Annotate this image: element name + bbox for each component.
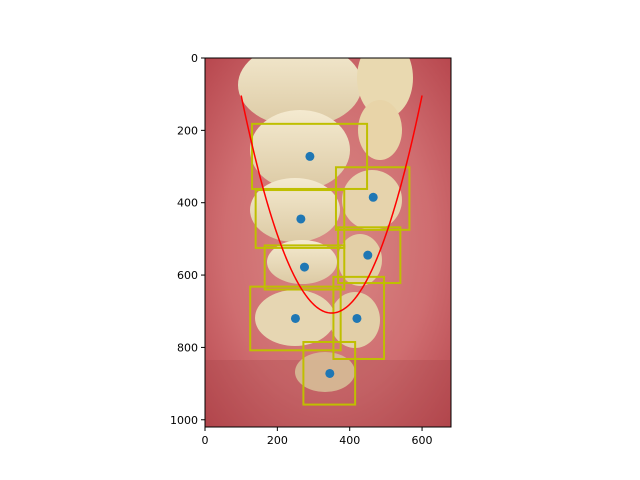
y-tick-label: 400: [177, 197, 198, 210]
data-point-8: [325, 368, 335, 378]
bounding-box-6: [249, 285, 342, 352]
x-tick-label: 200: [267, 434, 288, 447]
axes-frame: [204, 57, 452, 428]
x-tick-label: 0: [202, 434, 209, 447]
data-point-5: [299, 262, 309, 272]
y-tick-label: 200: [177, 124, 198, 137]
y-tick-label: 1000: [170, 414, 198, 427]
bounding-box-2: [334, 166, 411, 231]
data-point-6: [290, 313, 300, 323]
fitted-curve: [240, 95, 423, 314]
data-point-4: [363, 250, 373, 260]
bounding-box-5: [263, 244, 346, 291]
data-point-1: [305, 151, 315, 161]
bounding-box-7: [332, 275, 386, 360]
x-tick-label: 400: [339, 434, 360, 447]
data-point-3: [296, 214, 306, 224]
data-point-2: [368, 192, 378, 202]
bounding-box-8: [302, 340, 357, 406]
teeth-photo: [205, 58, 451, 427]
data-point-7: [352, 313, 362, 323]
y-tick-label: 600: [177, 269, 198, 282]
x-tick-label: 600: [412, 434, 433, 447]
bounding-box-4: [337, 226, 402, 285]
y-tick-label: 0: [191, 52, 198, 65]
bounding-box-3: [254, 189, 346, 249]
bounding-box-1: [251, 122, 369, 190]
y-tick-label: 800: [177, 341, 198, 354]
